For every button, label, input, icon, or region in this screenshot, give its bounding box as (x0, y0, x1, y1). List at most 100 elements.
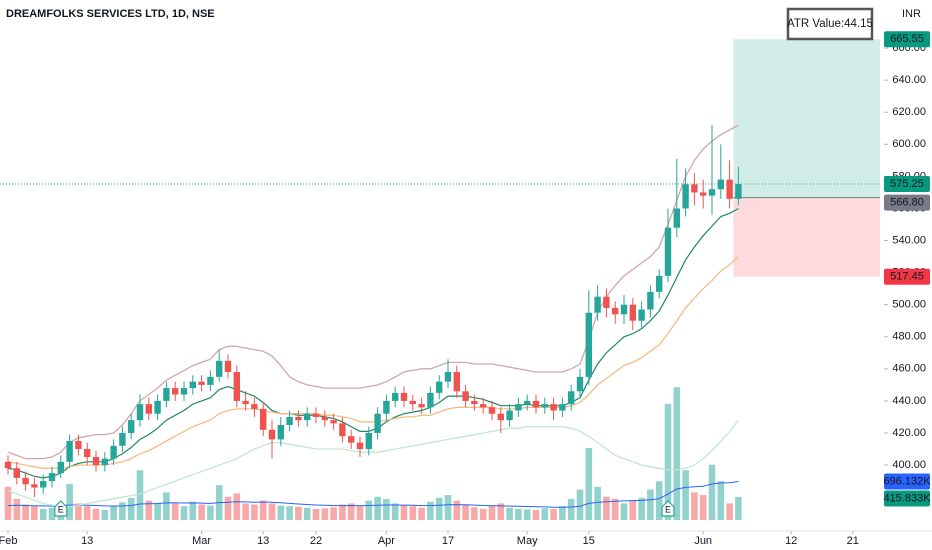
x-tick-label: 15 (583, 535, 595, 547)
volume-bar (532, 510, 540, 520)
y-tick-label: 460.00 (892, 363, 926, 375)
candle-body (216, 360, 223, 377)
candle-body (233, 372, 240, 401)
candle-body (673, 208, 680, 228)
candle-body (119, 432, 126, 446)
candle-body (691, 184, 698, 193)
candle-body (4, 461, 12, 469)
candle-body (312, 413, 320, 417)
candle-body (436, 381, 443, 393)
price-label-box (884, 176, 930, 193)
candle-body (40, 481, 47, 488)
volume-bar (497, 503, 505, 520)
candle-body (154, 400, 161, 414)
volume-bar (453, 500, 461, 520)
target-zone (733, 39, 880, 198)
x-tick-label: 12 (785, 535, 797, 547)
volume-bar (259, 500, 267, 520)
volume-bar (691, 492, 698, 520)
candle-body (145, 404, 152, 414)
volume-bar (268, 503, 276, 520)
stop-zone (733, 197, 880, 277)
candle-body (471, 400, 478, 405)
price-label: 575.25 (890, 178, 924, 190)
x-tick-label: 22 (310, 535, 322, 547)
volume-bar (75, 503, 82, 520)
volume-bar (717, 481, 725, 520)
volume-bar (673, 387, 681, 520)
candle-body (585, 312, 592, 377)
candle-body (594, 296, 601, 313)
x-tick-label: Mar (192, 535, 211, 547)
candle-body (57, 461, 64, 474)
volume-bar (136, 470, 144, 520)
volume-bar (154, 503, 161, 520)
y-tick-label: 540.00 (892, 234, 926, 246)
candle-body (638, 309, 645, 321)
volume-bar (198, 504, 205, 520)
volume-bar (594, 486, 601, 520)
volume-bar (356, 506, 364, 520)
y-tick-label: 480.00 (892, 331, 926, 343)
candle-body (356, 442, 364, 450)
volume-bar (620, 503, 628, 520)
y-tick-label: 400.00 (892, 459, 926, 471)
volume-bar (559, 506, 566, 520)
indicator-line (7, 124, 739, 460)
volume-bar (523, 509, 531, 520)
price-label-box (884, 490, 930, 507)
volume-bar (383, 498, 390, 520)
volume-bar (180, 506, 188, 520)
atr-label: ATR Value: (787, 18, 844, 30)
x-tick-label: May (517, 535, 538, 547)
candle-body (13, 468, 20, 478)
y-tick-label: 420.00 (892, 427, 926, 439)
candle-body (260, 408, 267, 430)
candle-body (348, 436, 355, 443)
x-tick-label: 21 (847, 535, 859, 547)
volume-bar (638, 497, 645, 520)
candle-body (559, 404, 566, 411)
price-label: 665.55 (890, 33, 924, 45)
volume-bar (611, 498, 619, 520)
candle-body (224, 360, 232, 373)
volume-bar (515, 508, 522, 520)
volume-bar (163, 492, 170, 520)
volume-bar (189, 501, 197, 520)
volume-bar (330, 507, 337, 520)
volume-bar (339, 504, 346, 520)
atr-text: ATR Value:44.15 (787, 18, 873, 30)
volume-bar (303, 507, 311, 520)
volume-bar (374, 496, 381, 520)
volume-bar (22, 504, 29, 520)
volume-bar (48, 507, 56, 520)
price-axis: 400.00420.00440.00460.00480.00500.00520.… (883, 31, 931, 507)
candle-body (321, 416, 328, 421)
volume-bar (101, 510, 109, 520)
volume-bar (39, 508, 47, 520)
candle-body (506, 410, 513, 421)
candle-body (189, 381, 196, 389)
volume-bar (251, 504, 258, 520)
candle-body (198, 381, 205, 385)
y-tick-label: 640.00 (892, 74, 926, 86)
candle-body (268, 429, 276, 440)
candle-body (497, 413, 504, 421)
volume-bar (550, 508, 557, 520)
x-tick-label: Jun (694, 535, 712, 547)
y-tick-label: 500.00 (892, 299, 926, 311)
volume-bar (145, 500, 153, 520)
candle-body (515, 404, 522, 411)
volume-bar (682, 470, 689, 520)
volume-bar (664, 403, 672, 520)
volume-bar (585, 448, 593, 520)
candle-body (383, 400, 390, 414)
volume-bar (171, 503, 179, 520)
volume-bar (726, 503, 733, 520)
candle-body (620, 304, 628, 315)
candle-body (136, 404, 144, 421)
volume-bar (435, 497, 443, 520)
candle-body (48, 473, 56, 482)
